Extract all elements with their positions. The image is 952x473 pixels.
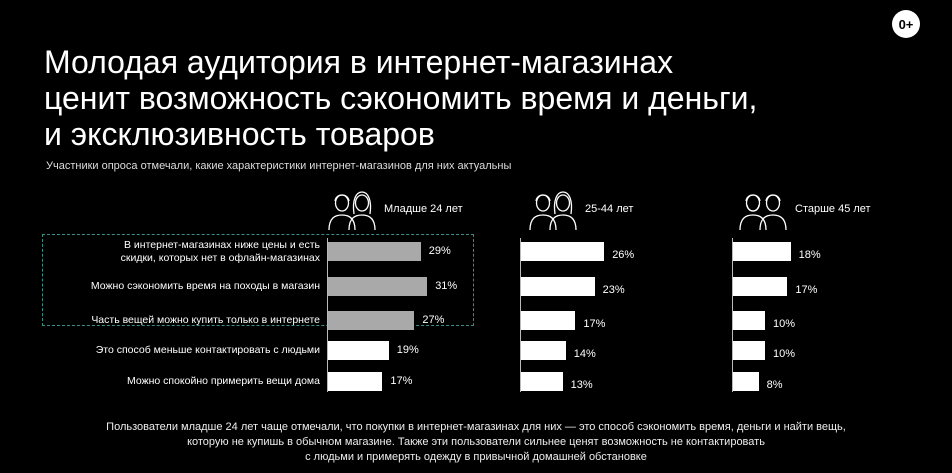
row-label-line: скидки, которых нет в офлайн-магазинах — [120, 251, 320, 264]
bar-value-label: 29% — [428, 245, 451, 257]
bar-value-label: 17% — [795, 284, 818, 296]
footnote-line: Пользователи младше 24 лет чаще отмечали… — [106, 421, 846, 433]
row-label-line: Часть вещей можно купить только в интерн… — [91, 314, 320, 326]
row-label-line: Это способ меньше контактировать с людьм… — [95, 344, 320, 356]
series-name: Старше 45 лет — [795, 203, 871, 215]
row-label: Можно сэкономить время на походы в магаз… — [91, 280, 320, 293]
series-header: Старше 45 лет — [739, 188, 871, 230]
footnote-line: которую не купишь в обычном магазине. Та… — [187, 436, 765, 448]
row-label-line: Можно сэкономить время на походы в магаз… — [90, 280, 320, 292]
bar — [521, 242, 605, 261]
panel-axis-line — [520, 238, 521, 392]
title-line: ценит возможность сэкономить время и ден… — [44, 80, 758, 116]
row-label: Можно спокойно примерить вещи дома — [127, 375, 320, 388]
series-name: 25-44 лет — [585, 203, 634, 215]
young-people-icon — [328, 191, 376, 230]
bar — [328, 311, 415, 330]
row-label: Часть вещей можно купить только в интерн… — [91, 314, 320, 327]
highlight-box — [42, 234, 474, 326]
bar-value-label: 26% — [612, 249, 635, 261]
bar — [521, 372, 563, 391]
bar-value-label: 17% — [390, 375, 413, 387]
series-name: Младше 24 лет — [384, 203, 463, 215]
bar-value-label: 23% — [602, 284, 625, 296]
senior-people-icon — [739, 194, 787, 230]
bar-value-label: 17% — [583, 318, 606, 330]
bar-value-label: 31% — [435, 280, 458, 292]
bar — [521, 277, 595, 296]
bar-value-label: 10% — [773, 348, 796, 360]
title-line: Молодая аудитория в интернет-магазинах — [44, 44, 674, 80]
bar — [328, 341, 389, 360]
bar-value-label: 10% — [773, 318, 796, 330]
row-label-line: Можно спокойно примерить вещи дома — [126, 375, 320, 387]
row-label: Это способ меньше контактировать с людьм… — [96, 344, 320, 357]
bar — [328, 277, 428, 296]
bar — [733, 277, 788, 296]
footnote-line: с людьми и примерять одежду в привычной … — [305, 451, 647, 463]
row-label-line: В интернет-магазинах ниже цены и есть — [123, 238, 320, 251]
bar-value-label: 27% — [422, 314, 445, 326]
footnote: Пользователи младше 24 лет чаще отмечали… — [30, 420, 922, 465]
chart-subtitle: Участники опроса отмечали, какие характе… — [46, 160, 512, 172]
series-header: 25-44 лет — [529, 188, 633, 230]
bar — [521, 341, 566, 360]
bar — [733, 341, 765, 360]
age-rating-badge: 0+ — [892, 10, 920, 38]
bar — [733, 372, 759, 391]
bar-value-label: 8% — [766, 379, 783, 391]
row-label: В интернет-магазинах ниже цены и есть ски… — [121, 239, 320, 265]
page-title: Молодая аудитория в интернет-магазинах ц… — [44, 44, 884, 152]
bar-value-label: 19% — [396, 344, 419, 356]
bar-value-label: 18% — [798, 249, 821, 261]
series-header: Младше 24 лет — [328, 188, 463, 230]
bar — [328, 242, 421, 261]
panel-axis-line — [327, 238, 328, 392]
bar-value-label: 13% — [570, 379, 593, 391]
bar — [733, 311, 765, 330]
bar — [733, 242, 791, 261]
title-line: и эксклюзивность товаров — [44, 116, 435, 152]
panel-axis-line — [732, 238, 733, 392]
bar — [328, 372, 383, 391]
adult-people-icon — [529, 191, 577, 230]
bar — [521, 311, 576, 330]
bar-value-label: 14% — [573, 348, 596, 360]
